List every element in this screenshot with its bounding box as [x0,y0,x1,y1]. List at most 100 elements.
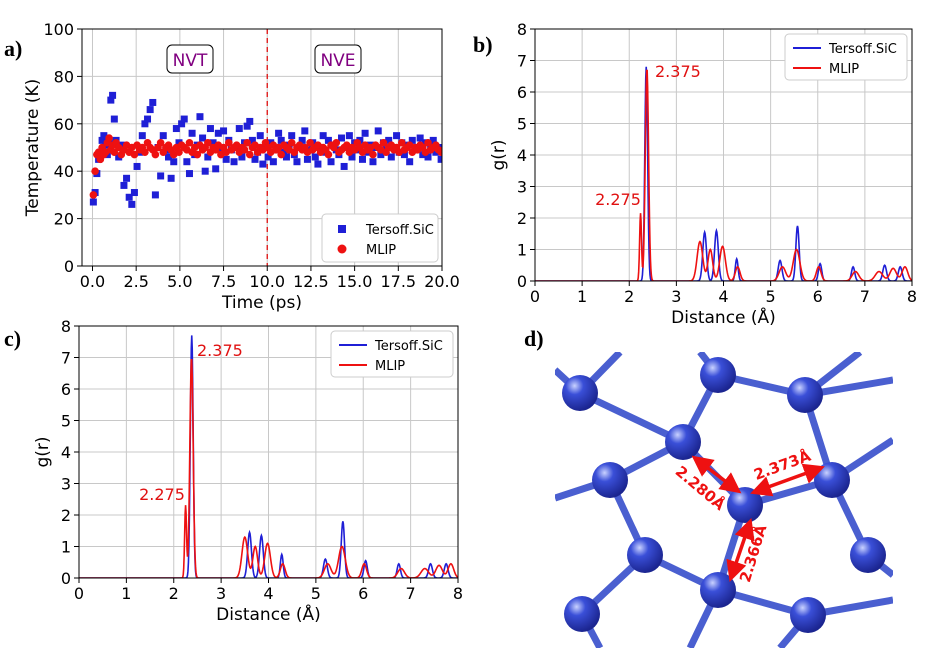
y-axis-label: g(r) [489,139,509,170]
tersoff-point [400,151,408,159]
tersoff-point [393,132,401,140]
y-tick-label: 60 [54,115,74,134]
panel-label-a: a) [4,36,22,61]
legend-mlip-label: MLIP [829,62,859,77]
mlip-point [151,150,160,159]
mlip-point [332,138,341,147]
tersoff-point [314,160,322,168]
tersoff-point [369,158,377,166]
tersoff-point [159,132,167,140]
legend: Tersoff.SiC MLIP [321,213,439,263]
y-tick-label: 0 [517,272,527,291]
tersoff-point [374,127,382,135]
x-tick-label: 2 [624,287,634,306]
tersoff-point [100,132,108,140]
y-tick-label: 3 [61,475,71,494]
mlip-point [185,138,194,147]
tersoff-point [385,136,393,144]
tersoff-point [146,106,154,114]
tersoff-point [130,189,138,197]
tersoff-point [209,139,217,147]
panel-label-d: d) [524,326,544,351]
legend-mlip-label: MLIP [366,243,396,258]
tersoff-point [185,170,193,178]
x-tick-label: 3 [671,287,681,306]
tersoff-point [178,120,186,128]
x-tick-label: 8 [907,287,917,306]
legend: Tersoff.SiC MLIP [784,33,908,81]
tersoff-point [167,174,175,182]
tersoff-point [340,162,348,170]
y-tick-label: 8 [517,20,527,39]
legend-mlip-label: MLIP [375,359,405,374]
tersoff-point [123,174,131,182]
tersoff-point [183,158,191,166]
x-tick-label: 0 [530,287,540,306]
tersoff-point [429,136,437,144]
tersoff-point [311,153,319,161]
nvt-label: NVT [173,51,208,71]
y-tick-label: 4 [517,146,527,165]
bond-arrow [691,455,742,494]
panel-label-c: c) [4,326,21,351]
tersoff-point [222,155,230,163]
tersoff-point [408,136,416,144]
bond-length-label: 2.373Å [751,446,813,484]
x-tick-label: 6 [358,584,368,603]
tersoff-point [98,136,106,144]
x-tick-label: 5.0 [167,272,192,291]
tersoff-point [188,129,196,137]
tersoff-point [235,125,243,133]
y-tick-label: 40 [54,162,74,181]
mlip-point [306,138,314,147]
tersoff-point [141,120,149,128]
x-axis-label: Distance (Å) [671,306,776,328]
x-tick-label: 1 [121,584,131,603]
mlip-point [424,138,432,147]
tersoff-point [89,198,97,206]
x-tick-label: 0 [74,584,84,603]
tersoff-point [125,193,133,201]
tersoff-point [133,162,141,170]
x-tick-label: 8 [453,584,463,603]
tersoff-point [157,172,165,180]
legend: Tersoff.SiC MLIP [330,330,454,378]
y-tick-label: 2 [61,506,71,525]
plot-frame [534,28,913,282]
y-tick-label: 80 [54,67,74,86]
tersoff-point [107,96,115,104]
tersoff-point [319,132,327,140]
legend-tersoff-label: Tersoff.SiC [374,339,443,354]
x-tick-label: 5 [311,584,321,603]
tersoff-point [243,122,251,130]
atom [562,375,598,411]
y-tick-label: 6 [61,380,71,399]
tersoff-point [277,136,285,144]
y-tick-label: 0 [61,569,71,588]
peak-annotation: 2.275 [139,485,185,504]
mlip-point [175,148,183,157]
tersoff-point [172,125,180,133]
tersoff-point [251,155,259,163]
tersoff-point [170,158,178,166]
atom [850,537,886,573]
x-tick-label: 15.0 [337,272,373,291]
annotation-box [166,44,214,74]
y-tick-label: 5 [61,412,71,431]
peak-annotation: 2.275 [595,190,641,209]
tersoff-point [293,158,301,166]
x-tick-label: 5 [766,287,776,306]
tersoff-point [149,98,157,106]
x-tick-label: 6 [813,287,823,306]
x-axis-label: Time (ps) [221,293,302,313]
bond-length-label: 2.280Å [672,462,730,515]
x-tick-label: 4 [263,584,273,603]
tersoff-point [338,134,346,142]
mlip-point [204,138,212,147]
tersoff-point [256,132,264,140]
tersoff-point [324,136,332,144]
tersoff-point [246,117,254,125]
panel-label-b: b) [473,32,493,57]
tersoff-point [230,158,238,166]
